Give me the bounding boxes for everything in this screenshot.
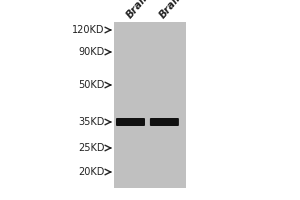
Text: 120KD: 120KD bbox=[72, 25, 104, 35]
FancyBboxPatch shape bbox=[116, 118, 145, 126]
Text: 50KD: 50KD bbox=[78, 80, 104, 90]
Text: Brain: Brain bbox=[157, 0, 185, 20]
Text: 20KD: 20KD bbox=[78, 167, 104, 177]
Bar bbox=[114, 22, 186, 188]
Text: 25KD: 25KD bbox=[78, 143, 104, 153]
Text: 35KD: 35KD bbox=[78, 117, 104, 127]
FancyBboxPatch shape bbox=[150, 118, 179, 126]
Text: 90KD: 90KD bbox=[78, 47, 104, 57]
Text: Brain: Brain bbox=[124, 0, 152, 20]
